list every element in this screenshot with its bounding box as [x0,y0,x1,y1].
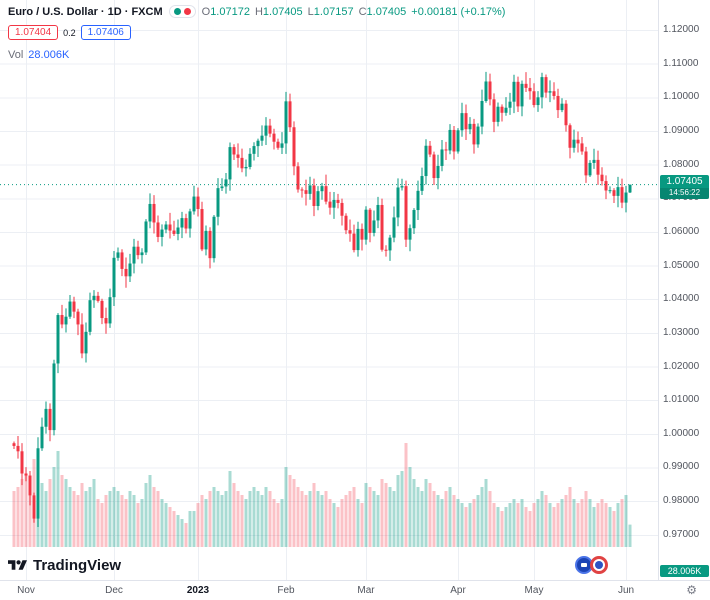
price-axis-label: 1.09000 [663,124,700,136]
low-label: L [307,5,314,18]
high-label: H [254,5,263,18]
high-value: 1.07405 [262,5,303,18]
broker-badges[interactable] [575,556,608,574]
price-axis[interactable]: 1.07405 14:56:22 28.006K 1.12000 1.11000 1… [658,0,710,580]
price-axis-label: 1.08000 [663,158,700,170]
chart-legend: Euro / U.S. Dollar · 1D · FXCM O1.07172 … [8,5,505,61]
time-axis-label: Dec [105,585,123,596]
price-axis-label: 1.02000 [663,360,700,372]
current-price-value: 1.07405 [666,175,703,187]
broker-roundel-icon[interactable] [590,556,608,574]
visibility-dot-icon[interactable] [173,8,181,15]
volume-value: 28.006K [28,49,70,61]
tradingview-logo[interactable]: TradingView [8,557,121,574]
symbol-title[interactable]: Euro / U.S. Dollar · 1D · FXCM [8,5,163,18]
price-axis-label: 1.06000 [663,225,700,237]
tradingview-logo-text: TradingView [33,557,122,574]
time-axis-label: Nov [17,585,35,596]
ohlc-values: O1.07172 H1.07405 L1.07157 C1.07405 +0.0… [202,6,506,18]
price-axis-label: 0.98000 [663,495,700,507]
sell-price-button[interactable]: 1.07404 [8,25,59,40]
time-axis-label: Jun [617,585,635,596]
price-axis-label: 0.99000 [663,461,700,473]
axis-settings-gear-icon[interactable]: ⚙ [686,583,697,597]
price-axis-label: 1.10000 [663,91,700,103]
time-axis[interactable]: Nov Dec 2023 Feb Mar Apr May Jun [0,580,710,600]
buy-price-button[interactable]: 1.07406 [80,25,131,40]
spread-value: 0.2 [63,27,76,38]
price-axis-label: 1.03000 [663,326,700,338]
candlestick-chart[interactable] [0,0,658,580]
open-label: O [201,5,211,18]
tradingview-logo-icon [8,560,27,570]
legend-source-toggle[interactable] [168,5,196,18]
low-value: 1.07157 [313,5,354,18]
close-value: 1.07405 [366,5,407,18]
price-axis-label: 1.04000 [663,293,700,305]
open-value: 1.07172 [210,5,250,18]
time-axis-label: Mar [357,585,375,596]
summary-dot-icon[interactable] [183,8,191,15]
price-axis-label: 0.97000 [663,528,700,540]
bar-countdown: 14:56:22 [660,187,709,199]
close-label: C [358,5,367,18]
time-axis-label: May [524,585,544,596]
chart-plot-area[interactable]: Euro / U.S. Dollar · 1D · FXCM O1.07172 … [0,0,658,580]
price-axis-label: 1.01000 [663,394,700,406]
volume-axis-tag: 28.006K [660,565,709,577]
time-axis-label: Apr [450,585,466,596]
volume-label: Vol [8,49,24,61]
price-axis-label: 1.11000 [663,57,699,69]
price-axis-label: 1.05000 [663,259,700,271]
price-axis-label: 1.12000 [663,24,700,35]
time-axis-label: Feb [277,585,295,596]
change-value: +0.00181 (+0.17%) [411,5,506,18]
price-axis-label: 1.00000 [663,427,700,439]
current-price-tag: 1.07405 14:56:22 [660,174,709,199]
time-axis-label: 2023 [186,585,210,596]
